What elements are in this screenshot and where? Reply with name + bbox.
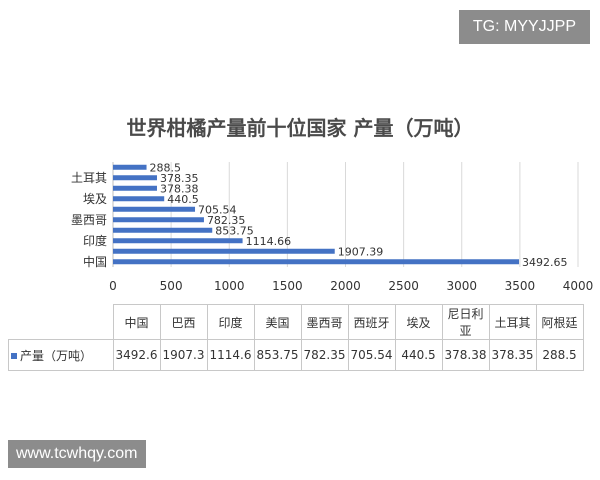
site-watermark: www.tcwhqy.com (8, 440, 146, 468)
y-tick-label: 印度 (83, 233, 107, 248)
data-label: 440.5 (167, 193, 199, 206)
table-value-cell: 288.5 (535, 339, 584, 371)
table-header-cell: 土耳其 (488, 304, 537, 340)
x-tick-label: 1500 (272, 279, 303, 293)
table-header-cell: 中国 (112, 304, 161, 340)
data-label: 1907.39 (338, 245, 384, 258)
x-tick-label: 3000 (446, 279, 477, 293)
table-value-cell: 3492.6 (112, 339, 161, 371)
y-tick-label: 中国 (83, 254, 107, 269)
x-tick-label: 4000 (563, 279, 594, 293)
data-table: 中国 巴西 印度 美国 墨西哥 西班牙 埃及 尼日利亚 土耳其 阿根廷 产量（万吨） 3492.6… (8, 304, 584, 371)
y-tick-labels: 中国 印度 墨西哥 埃及 土耳其 (71, 171, 107, 269)
y-tick-label: 土耳其 (71, 171, 107, 185)
table-value-cell: 378.38 (441, 339, 490, 371)
chart-title: 世界柑橘产量前十位国家 产量（万吨） (126, 116, 474, 140)
data-label: 705.54 (198, 203, 237, 216)
data-label: 1114.66 (246, 235, 292, 248)
x-tick-labels: 0 500 1000 1500 2000 2500 3000 3500 4000 (109, 279, 593, 293)
x-tick-label: 2000 (330, 279, 361, 293)
data-label: 288.5 (150, 161, 182, 174)
bar (113, 196, 165, 202)
table-value-cell: 378.35 (488, 339, 537, 371)
telegram-watermark: TG: MYYJJPP (458, 10, 590, 44)
bar (113, 248, 335, 254)
table-value-cell: 1114.6 (206, 339, 255, 371)
table-value-cell: 1907.3 (159, 339, 208, 371)
x-tick-label: 3500 (505, 279, 536, 293)
bar (113, 217, 204, 223)
legend-swatch-icon (11, 353, 17, 359)
bar (113, 175, 157, 181)
table-header-cell: 巴西 (159, 304, 208, 340)
data-label: 378.35 (160, 172, 199, 185)
table-header-cell: 埃及 (394, 304, 443, 340)
table-header-cell: 阿根廷 (535, 304, 584, 340)
table-header-row: 中国 巴西 印度 美国 墨西哥 西班牙 埃及 尼日利亚 土耳其 阿根廷 (8, 304, 584, 340)
grid-lines (112, 162, 579, 267)
table-header-cell: 西班牙 (347, 304, 396, 340)
table-corner (8, 304, 114, 340)
bar (113, 259, 520, 265)
table-value-cell: 440.5 (394, 339, 443, 371)
table-value-row: 产量（万吨） 3492.6 1907.3 1114.6 853.75 782.35 705… (8, 339, 584, 371)
y-tick-label: 埃及 (83, 192, 107, 206)
data-labels: 3492.65 1907.39 1114.66853.75782.35705.544… (150, 161, 568, 269)
bar (113, 185, 157, 191)
bar (113, 238, 243, 244)
x-tick-label: 1000 (214, 279, 245, 293)
table-value-cell: 705.54 (347, 339, 396, 371)
y-tick-label: 墨西哥 (71, 213, 107, 227)
table-series-label: 产量（万吨） (20, 348, 93, 363)
bar (113, 206, 196, 212)
table-header-cell: 尼日利亚 (441, 304, 490, 340)
data-label: 782.35 (207, 214, 246, 227)
table-value-cell: 782.35 (300, 339, 349, 371)
table-series-cell: 产量（万吨） (8, 339, 114, 371)
bars (113, 164, 520, 265)
x-tick-label: 2500 (388, 279, 419, 293)
data-label: 378.38 (160, 182, 199, 195)
bar-chart: 3492.651907.391114.66853.75782.35705.544… (71, 161, 593, 293)
data-label: 3492.65 (522, 256, 568, 269)
table-header-cell: 墨西哥 (300, 304, 349, 340)
x-tick-label: 500 (160, 279, 183, 293)
table-header-cell: 印度 (206, 304, 255, 340)
x-tick-label: 0 (109, 279, 117, 293)
bar (113, 164, 147, 170)
data-label: 853.75 (215, 224, 254, 237)
bar (113, 227, 213, 233)
table-value-cell: 853.75 (253, 339, 302, 371)
table-header-cell: 美国 (253, 304, 302, 340)
